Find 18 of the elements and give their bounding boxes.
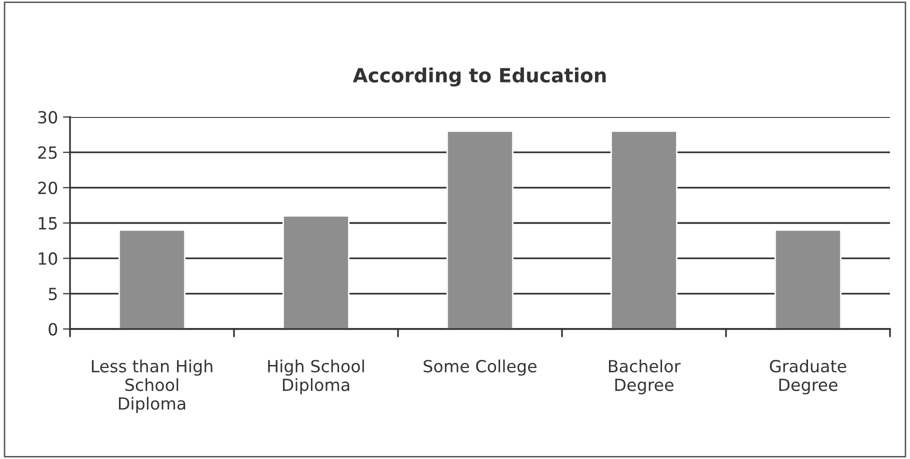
x-tick-label: Some College xyxy=(424,360,536,376)
x-tick-label: High School Diploma xyxy=(268,360,364,394)
x-tick-label: Less than High School Diploma xyxy=(92,360,212,414)
y-tick-label: 0 xyxy=(48,322,58,336)
x-tick-label: Graduate Degree xyxy=(770,360,846,394)
y-tick-label: 10 xyxy=(38,252,58,265)
y-tick-label: 20 xyxy=(38,182,58,194)
bar xyxy=(774,229,842,329)
y-tick-label: 5 xyxy=(48,288,57,300)
x-tick-label: Bachelor Degree xyxy=(608,360,681,394)
y-tick-label: 30 xyxy=(38,110,58,124)
bar xyxy=(446,130,514,329)
bar xyxy=(282,215,350,329)
y-tick-label: 25 xyxy=(38,146,57,159)
bar xyxy=(118,229,186,329)
chart-title: According to Education xyxy=(352,68,606,86)
bar xyxy=(610,130,678,329)
y-tick-label: 15 xyxy=(38,217,57,230)
